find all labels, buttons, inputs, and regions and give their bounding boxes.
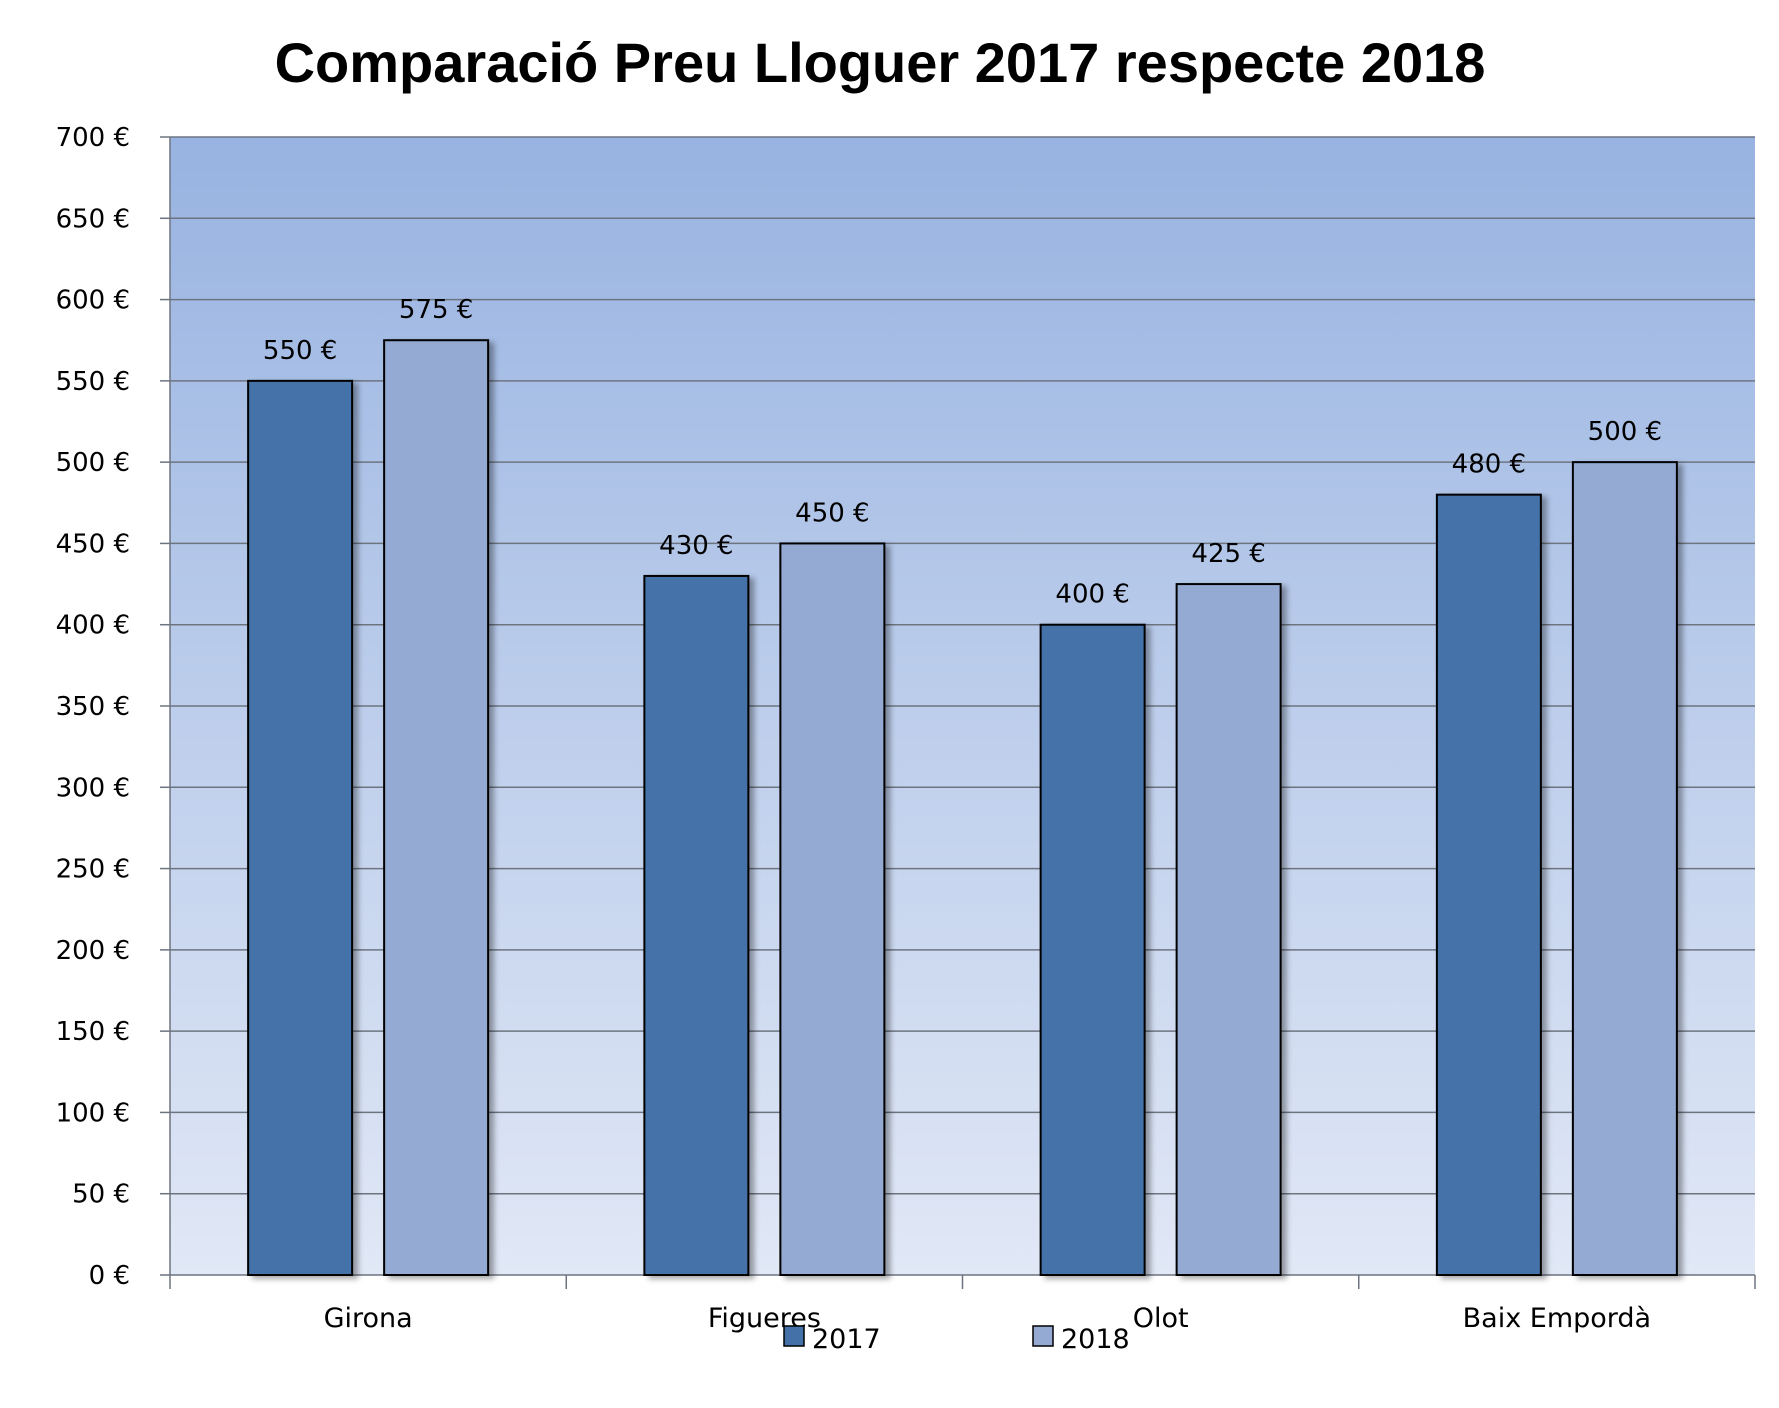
bar-2017: [643, 574, 750, 1276]
data-labels: 550 € 575 € 430 € 450 € 400 € 425 € 480 € 500 €: [263, 295, 1662, 610]
bar-2018: [779, 542, 886, 1276]
bar-2018: [1571, 461, 1678, 1276]
legend-label: 2017: [812, 1324, 881, 1355]
data-label: 550 €: [263, 336, 337, 366]
bars: [247, 339, 1678, 1277]
y-tick-label: 650 €: [56, 204, 130, 234]
bar-2017: [1435, 493, 1542, 1276]
data-label: 480 €: [1452, 450, 1526, 480]
legend: 2017 2018: [783, 1324, 1130, 1355]
x-tick-label: Baix Empordà: [1463, 1303, 1651, 1334]
legend-swatch: [783, 1325, 805, 1347]
legend-swatch: [1032, 1325, 1054, 1347]
y-tick-label: 600 €: [56, 286, 130, 316]
chart-title: Comparació Preu Lloguer 2017 respecte 20…: [275, 31, 1486, 94]
bar-2018: [383, 339, 490, 1276]
y-tick-label: 400 €: [56, 611, 130, 641]
x-tick-label: Olot: [1133, 1303, 1189, 1334]
data-label: 430 €: [659, 531, 733, 561]
legend-label: 2018: [1061, 1324, 1130, 1355]
y-tick-label: 250 €: [56, 855, 130, 885]
bar-2018: [1175, 583, 1282, 1276]
y-tick-label: 100 €: [56, 1098, 130, 1128]
data-label: 425 €: [1191, 539, 1265, 569]
y-tick-label: 150 €: [56, 1017, 130, 1047]
data-label: 575 €: [399, 295, 473, 325]
y-tick-label: 200 €: [56, 936, 130, 966]
y-tick-label: 500 €: [56, 448, 130, 478]
data-label: 400 €: [1055, 580, 1129, 610]
axes: 0 € 50 € 100 € 150 € 200 € 250 € 300 € 350 € 400…: [56, 123, 1756, 1334]
legend-item-2017: 2017: [783, 1324, 881, 1355]
legend-item-2018: 2018: [1032, 1324, 1130, 1355]
y-tick-label: 700 €: [56, 123, 130, 153]
bar-2017: [1039, 623, 1146, 1276]
y-tick-label: 350 €: [56, 692, 130, 722]
y-tick-label: 450 €: [56, 529, 130, 559]
y-tick-label: 50 €: [72, 1180, 130, 1210]
y-tick-label: 550 €: [56, 367, 130, 397]
y-tick-label: 300 €: [56, 773, 130, 803]
data-label: 500 €: [1588, 417, 1662, 447]
y-tick-label: 0 €: [89, 1261, 130, 1291]
data-label: 450 €: [795, 498, 869, 528]
bar-2017: [247, 379, 354, 1277]
x-tick-label: Girona: [324, 1303, 413, 1334]
